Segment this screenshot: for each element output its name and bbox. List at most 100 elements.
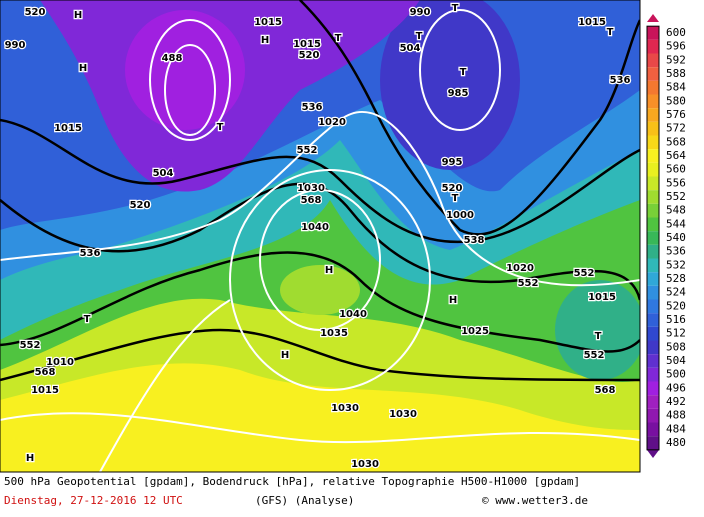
colorbar-label: 588 [666,67,686,80]
colorbar-swatch [647,108,659,122]
colorbar-swatch [647,340,659,355]
colorbar-label: 524 [666,286,686,299]
colorbar-swatch [647,26,659,40]
map-label: 504 [400,43,421,54]
colorbar-swatch [647,190,659,204]
colorbar-label: 552 [666,190,686,203]
map-label: 520 [442,183,463,194]
map-label: 1020 [318,117,346,128]
map-label: T [452,193,459,204]
colorbar-swatch [647,313,659,327]
map-label: 1020 [506,263,534,274]
map-label: 568 [301,195,322,206]
colorbar-swatch [647,231,659,245]
map-label: T [217,122,224,133]
map-label: H [74,10,82,21]
contour-white [419,9,501,131]
colorbar-swatch [647,408,659,423]
map-label: 995 [442,157,463,168]
map-label: 538 [464,235,485,246]
map-label: 536 [80,248,101,259]
colorbar-label: 500 [666,368,686,381]
colorbar-swatch [647,162,659,177]
map-label: 1040 [339,309,367,320]
contour-black [0,328,640,382]
colorbar-swatch [647,244,659,259]
colorbar-swatch [647,285,659,300]
map-label: 1035 [320,328,348,339]
map-label: 1015 [293,39,321,50]
map-label: 552 [297,145,318,156]
colorbar-label: 508 [666,340,686,353]
field-yellow [0,363,640,472]
colorbar-label: 544 [666,217,686,230]
colorbar-label: 528 [666,272,686,285]
colorbar-label: 572 [666,122,686,135]
map-label: H [325,265,333,276]
caption-title: 500 hPa Geopotential [gpdam], Bodendruck… [4,475,580,488]
contour-black [0,251,640,353]
map-label: 536 [610,75,631,86]
colorbar-swatch [647,176,659,191]
map-label: 552 [574,268,595,279]
colorbar-label: 600 [666,26,686,39]
map-label: 1040 [301,222,329,233]
contour-black [0,182,640,301]
map-label: 536 [302,102,323,113]
map-label: 568 [35,367,56,378]
colorbar-label: 484 [666,422,686,435]
map-label: 552 [518,278,539,289]
map-label: 1015 [588,292,616,303]
colorbar-swatch [647,258,659,273]
contour-white [259,189,381,331]
map-label: T [595,331,602,342]
colorbar-frame [646,25,660,451]
contour-white [0,412,640,444]
map-label: 1030 [351,459,379,470]
map-label: 1015 [578,17,606,28]
map-label: 504 [153,168,174,179]
map-label: T [84,314,91,325]
map-label: 552 [584,350,605,361]
map-label: 488 [162,53,183,64]
map-label: T [607,27,614,38]
colorbar-label: 540 [666,231,686,244]
colorbar-swatch [647,381,659,396]
colorbar-bottom-arrow [647,450,659,458]
colorbar-swatch [647,53,659,68]
map-label: 985 [448,88,469,99]
colorbar-label: 504 [666,354,686,367]
colorbar-swatch [647,395,659,409]
map-label: 1015 [31,385,59,396]
colorbar-swatch [647,94,659,109]
colorbar-swatch [647,203,659,218]
map-label: H [26,453,34,464]
colorbar-label: 560 [666,163,686,176]
map-label: T [460,67,467,78]
map-label: 568 [595,385,616,396]
caption-date: Dienstag, 27-12-2016 12 UTC [4,494,183,507]
map-label: 1000 [446,210,474,221]
colorbar-label: 584 [666,81,686,94]
map-label: 1015 [54,123,82,134]
map-label: 1030 [297,183,325,194]
map-label: H [449,295,457,306]
colorbar-label: 496 [666,381,686,394]
contour-white [149,19,231,141]
contour-white [0,111,640,287]
contour-black [299,0,640,236]
contours [0,0,640,472]
contour-black [0,118,640,244]
colorbar-swatch [647,217,659,232]
colorbar-swatch [647,354,659,368]
map-label: 990 [5,40,26,51]
map-label: 1025 [461,326,489,337]
contour-white [229,169,431,391]
colorbar-swatch [647,135,659,150]
map-label: 520 [25,7,46,18]
field-high [280,265,360,315]
field-low-east [380,0,520,170]
colorbar-label: 576 [666,108,686,121]
map-label: 520 [299,50,320,61]
